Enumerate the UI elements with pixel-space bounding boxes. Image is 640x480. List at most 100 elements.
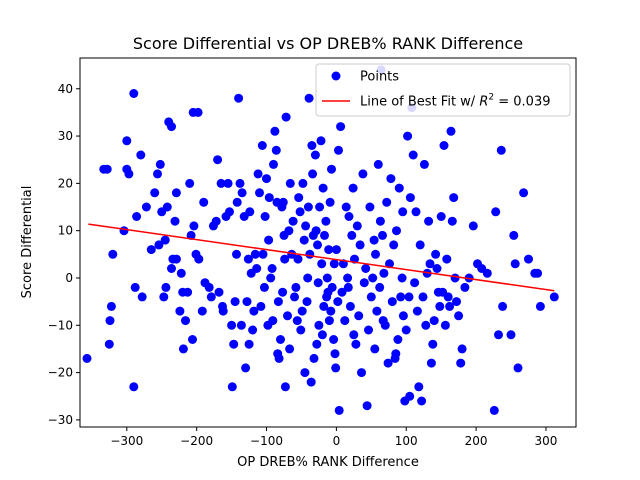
scatter-point	[281, 112, 291, 122]
scatter-point	[330, 349, 340, 359]
scatter-point	[435, 301, 445, 311]
scatter-point	[312, 339, 322, 349]
scatter-point	[214, 287, 224, 297]
scatter-point	[176, 268, 186, 278]
scatter-point	[398, 311, 408, 321]
scatter-point	[385, 259, 394, 269]
scatter-point	[343, 282, 353, 292]
scatter-point	[336, 122, 346, 132]
scatter-point	[303, 273, 313, 283]
scatter-point	[237, 188, 247, 198]
scatter-point	[171, 254, 181, 264]
scatter-point	[291, 282, 301, 292]
scatter-point	[204, 282, 214, 292]
legend: Points Line of Best Fit w/ R2 = 0.039	[315, 63, 571, 117]
scatter-point	[410, 278, 420, 288]
scatter-point	[378, 230, 387, 240]
scatter-point	[405, 391, 415, 401]
scatter-point	[418, 292, 428, 302]
scatter-point	[491, 207, 501, 217]
scatter-point	[308, 169, 318, 179]
scatter-point	[283, 311, 292, 321]
scatter-point	[322, 273, 332, 283]
scatter-point	[280, 382, 290, 392]
scatter-point	[498, 301, 508, 311]
x-tick-label: 100	[395, 434, 418, 448]
scatter-point	[129, 382, 139, 392]
scatter-point	[199, 197, 209, 207]
scatter-point	[243, 254, 253, 264]
x-axis-ticks: −300 −200 −100 0 100 200 300	[110, 427, 557, 448]
scatter-point	[266, 273, 276, 283]
scatter-point	[354, 311, 364, 321]
scatter-point	[375, 282, 385, 292]
scatter-point	[391, 349, 401, 359]
scatter-point	[300, 368, 310, 378]
y-axis-label: Score Differential	[20, 186, 35, 299]
scatter-point	[397, 273, 407, 283]
scatter-point	[295, 207, 305, 217]
scatter-point	[141, 202, 151, 212]
scatter-point	[428, 339, 438, 349]
scatter-point	[155, 159, 165, 169]
scatter-point	[313, 278, 323, 288]
scatter-point	[411, 207, 421, 217]
scatter-point	[188, 335, 197, 344]
scatter-point	[298, 178, 308, 188]
scatter-point	[232, 249, 241, 259]
scatter-point	[440, 320, 450, 330]
scatter-point	[496, 145, 506, 155]
scatter-point	[358, 169, 368, 179]
scatter-point	[341, 202, 351, 212]
scatter-point	[154, 240, 164, 250]
scatter-point	[216, 178, 226, 188]
scatter-point	[337, 287, 347, 297]
x-tick-label: −300	[110, 434, 143, 448]
x-tick-label: −200	[180, 434, 213, 448]
scatter-point	[160, 235, 170, 245]
scatter-point	[178, 344, 188, 354]
scatter-point	[104, 339, 114, 349]
scatter-point	[364, 325, 373, 335]
y-tick-label: 30	[58, 129, 73, 143]
scatter-point	[218, 306, 228, 316]
legend-fit-sup: 2	[488, 93, 494, 103]
scatter-point	[419, 159, 429, 169]
scatter-point	[386, 174, 396, 184]
scatter-point	[331, 245, 341, 255]
scatter-point	[186, 230, 196, 240]
scatter-point	[287, 249, 297, 259]
scatter-point	[340, 316, 350, 326]
y-tick-label: −30	[48, 413, 73, 427]
y-tick-label: 20	[58, 176, 73, 190]
y-tick-label: 10	[58, 224, 73, 238]
scatter-point	[403, 131, 413, 141]
scatter-point	[408, 150, 418, 160]
scatter-point	[159, 292, 169, 302]
scatter-point	[129, 89, 139, 98]
scatter-point	[229, 339, 239, 349]
scatter-point	[449, 193, 459, 203]
scatter-point	[446, 126, 456, 136]
scatter-point	[533, 268, 543, 278]
scatter-point	[460, 282, 470, 292]
scatter-point	[170, 216, 180, 226]
scatter-point	[436, 212, 446, 221]
scatter-point	[119, 226, 129, 236]
scatter-point	[325, 197, 335, 207]
scatter-point	[355, 240, 365, 250]
scatter-point	[249, 306, 259, 316]
scatter-point	[510, 259, 520, 269]
scatter-point	[146, 245, 156, 255]
scatter-point	[311, 226, 321, 236]
scatter-point	[227, 382, 237, 392]
scatter-point	[344, 212, 354, 221]
scatter-point	[258, 249, 268, 259]
scatter-point	[334, 145, 343, 155]
scatter-point	[393, 335, 403, 344]
scatter-point	[369, 235, 379, 245]
scatter-point	[150, 188, 160, 198]
scatter-point	[417, 396, 427, 406]
x-tick-label: 0	[333, 434, 341, 448]
scatter-point	[456, 358, 466, 368]
